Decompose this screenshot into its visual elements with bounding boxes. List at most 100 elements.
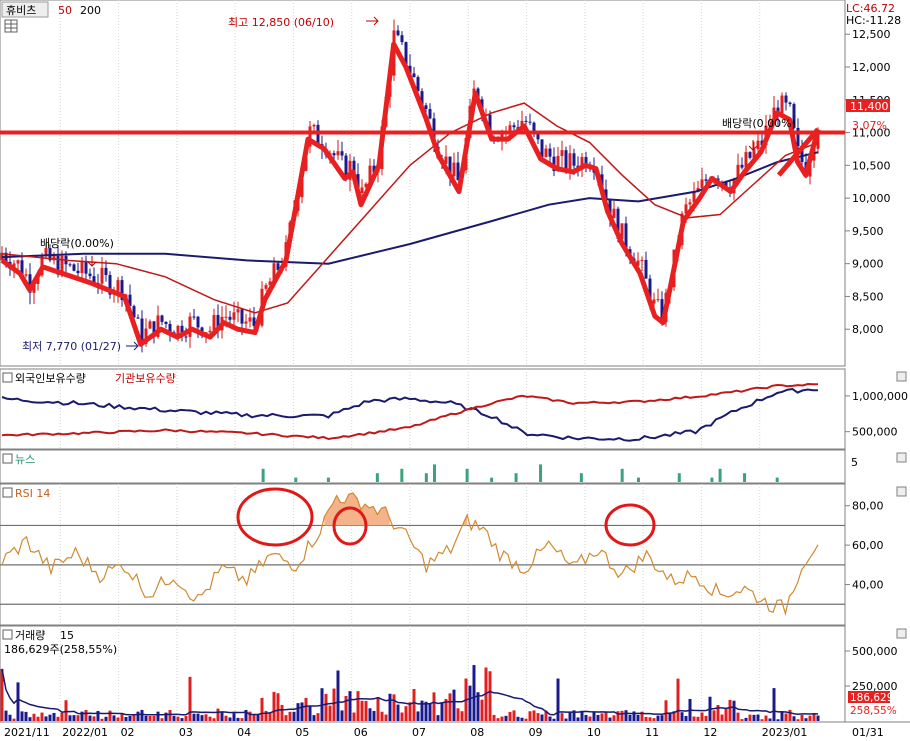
plot-frames	[0, 0, 910, 723]
news-header: 뉴스 5	[2, 452, 907, 469]
candle-body	[636, 260, 640, 266]
news-bar	[400, 468, 404, 482]
candle-body	[244, 321, 248, 324]
news-bars	[261, 464, 779, 482]
volume-bar	[192, 713, 196, 721]
candle-body	[544, 148, 548, 158]
volume-bar	[408, 702, 412, 721]
candle-body	[584, 157, 588, 168]
volume-bar	[68, 715, 72, 721]
candle-body	[104, 267, 108, 276]
news-bar	[775, 477, 779, 482]
volume-tick-label: 250,000	[852, 680, 898, 693]
volume-bar	[72, 715, 76, 721]
candle-body	[792, 104, 796, 128]
volume-bar	[172, 715, 176, 721]
price-tick-label: 10,500	[852, 159, 891, 172]
candle-body	[224, 316, 228, 318]
price-tick-label: 10,000	[852, 192, 891, 205]
volume-bar	[800, 714, 804, 721]
volume-bar	[488, 671, 492, 721]
candle-body	[144, 328, 148, 345]
x-tick-label: 02	[121, 726, 135, 739]
candle-body	[612, 208, 616, 219]
volume-bar	[528, 711, 532, 721]
candle-body	[556, 155, 560, 172]
volume-current-value: 186,629	[850, 692, 893, 704]
candle-body	[744, 152, 748, 168]
hc-label: HC:-11.28	[846, 14, 901, 27]
candle-body	[212, 315, 216, 331]
volume-bar	[496, 718, 500, 721]
volume-bar	[108, 710, 112, 721]
candle-body	[512, 125, 516, 128]
candle-body	[368, 165, 372, 184]
candle-body	[652, 299, 656, 304]
volume-bar	[756, 714, 760, 721]
volume-bar	[200, 715, 204, 721]
candle-body	[128, 294, 132, 307]
volume-bar	[584, 714, 588, 721]
ma-period-200: 200	[80, 4, 101, 17]
candle-body	[116, 280, 120, 292]
candle-body	[92, 276, 96, 283]
candle-body	[176, 325, 180, 337]
holdings-header: 외국인보유수량 기관보유수량	[2, 371, 907, 385]
candle-body	[240, 309, 244, 324]
volume-bar	[344, 695, 348, 721]
volume-bar	[376, 697, 380, 721]
volume-bar	[232, 713, 236, 721]
volume-bar	[548, 716, 552, 721]
volume-bar	[296, 703, 300, 721]
volume-bar	[12, 718, 16, 721]
candle-body	[404, 42, 408, 66]
x-tick-label: 11	[645, 726, 659, 739]
candle-body	[216, 315, 220, 331]
candle-body	[348, 160, 352, 180]
volume-bar	[812, 712, 816, 721]
volume-bar	[808, 715, 812, 721]
volume-bar	[636, 714, 640, 721]
volume-bar	[220, 711, 224, 721]
volume-bar	[236, 717, 240, 721]
candle-body	[644, 259, 648, 279]
candle-body	[608, 200, 612, 219]
volume-bar	[356, 691, 360, 721]
volume-bar	[560, 713, 564, 721]
volume-bar	[100, 718, 104, 721]
volume-bar	[288, 711, 292, 721]
x-tick-label: 2023/01	[762, 726, 808, 739]
news-bar	[636, 477, 640, 482]
rsi-highlight-circles	[236, 487, 656, 547]
volume-bar	[372, 710, 376, 721]
volume-bar	[40, 712, 44, 721]
rsi-header: RSI 14	[2, 486, 907, 500]
candle-body	[724, 181, 728, 189]
candle-body	[60, 255, 64, 275]
volume-bar	[184, 716, 188, 721]
volume-bar	[804, 718, 808, 721]
rsi-tick-label: 40,00	[852, 579, 884, 592]
volume-bar	[128, 715, 132, 721]
volume-bar	[644, 716, 648, 721]
news-bar	[424, 473, 428, 482]
volume-bar	[668, 712, 672, 721]
volume-bar	[616, 711, 620, 721]
candle-body	[344, 155, 348, 180]
volume-bar	[0, 668, 4, 721]
volume-bar	[424, 701, 428, 721]
volume-bar	[24, 711, 28, 721]
volume-bar	[124, 716, 128, 721]
volume-bar	[308, 706, 312, 721]
candle-body	[272, 263, 276, 282]
news-bar	[579, 473, 583, 482]
volume-bar	[92, 716, 96, 721]
x-tick-label: 04	[237, 726, 251, 739]
volume-bar	[788, 709, 792, 721]
candle-body	[20, 260, 24, 276]
volume-bar	[316, 713, 320, 721]
volume-bar	[96, 710, 100, 721]
candle-body	[700, 179, 704, 188]
candle-body	[780, 95, 784, 116]
candle-body	[760, 140, 764, 146]
